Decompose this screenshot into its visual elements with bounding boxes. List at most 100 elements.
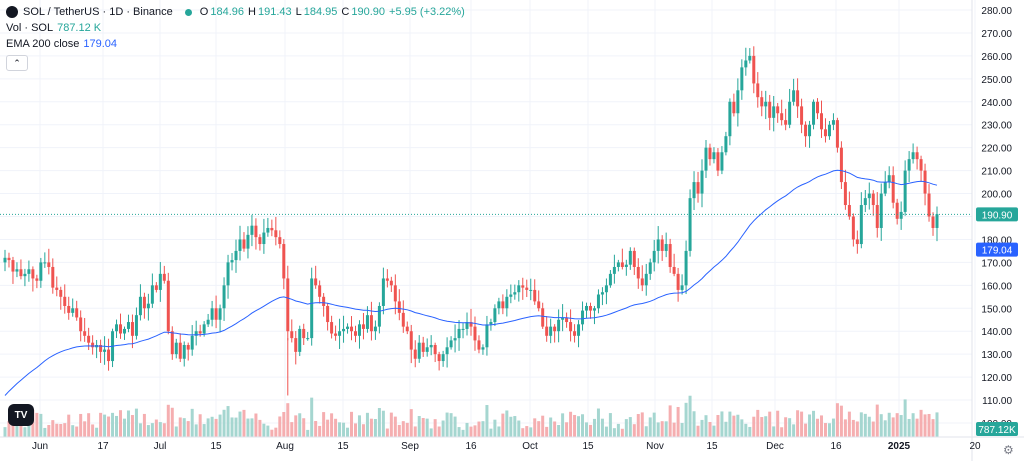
candle-body (202, 324, 206, 334)
candle-body (338, 331, 342, 336)
candle-body (230, 260, 234, 263)
candle-body (3, 257, 7, 263)
candle-body (258, 237, 262, 245)
candle-body (166, 280, 170, 332)
volume-bar (389, 412, 393, 437)
candle-body (780, 113, 784, 121)
volume-value: 787.12 K (57, 22, 102, 34)
candle-body (198, 331, 202, 334)
solana-logo-icon (6, 6, 18, 18)
volume-bar (772, 426, 776, 437)
candle-body (887, 175, 891, 183)
volume-bar (210, 416, 214, 437)
gear-icon[interactable]: ⚙ (1003, 443, 1014, 457)
candle-body (437, 354, 441, 362)
candle-body (569, 322, 573, 332)
volume-row[interactable]: Vol · SOL 787.12 K (6, 20, 469, 36)
volume-bar (95, 427, 99, 437)
volume-bar (716, 415, 720, 437)
volume-bar (47, 425, 51, 437)
volume-bar (357, 415, 361, 437)
candle-body (732, 101, 736, 114)
candle-body (768, 101, 772, 118)
low-label: L (295, 6, 302, 18)
candle-body (644, 273, 648, 286)
candle-body (469, 322, 473, 327)
candle-body (728, 101, 732, 137)
volume-bar (119, 410, 123, 437)
candle-body (489, 322, 493, 325)
volume-bar (668, 405, 672, 437)
candle-body (505, 296, 509, 309)
candle-body (600, 292, 604, 295)
ema-line (4, 169, 938, 396)
volume-bar (67, 414, 71, 437)
candle-body (218, 308, 222, 320)
candle-body (712, 152, 716, 160)
candle-body (314, 278, 318, 286)
volume-bar (154, 419, 158, 437)
candle-body (242, 239, 246, 249)
x-tick-label: 15 (582, 441, 594, 452)
candle-body (875, 205, 879, 228)
candle-body (497, 301, 501, 309)
volume-bar (493, 419, 497, 437)
volume-bar (194, 424, 198, 437)
volume-bar (318, 425, 322, 437)
candle-body (465, 322, 469, 329)
candle-body (521, 285, 525, 288)
collapse-legend-button[interactable]: ⌃ (6, 55, 28, 71)
x-tick-label: 16 (465, 441, 477, 452)
ema-row[interactable]: EMA 200 close 179.04 (6, 36, 469, 52)
candle-body (266, 227, 270, 233)
candle-body (119, 324, 123, 334)
volume-bar (270, 429, 274, 437)
candle-body (804, 124, 808, 137)
candle-body (764, 101, 768, 107)
volume-bar (923, 414, 927, 437)
candle-body (282, 244, 286, 279)
volume-bar (441, 420, 445, 437)
candle-body (891, 175, 895, 203)
volume-bar (282, 412, 286, 437)
candle-body (146, 303, 150, 309)
open-value: 184.96 (210, 6, 245, 18)
candle-body (369, 315, 373, 332)
candle-body (620, 262, 624, 267)
tradingview-logo[interactable]: TV (8, 404, 34, 426)
candle-body (322, 296, 326, 306)
candle-body (720, 152, 724, 171)
candle-body (827, 124, 831, 137)
ema-value: 179.04 (83, 38, 118, 50)
candle-body (445, 347, 449, 355)
volume-bar (107, 416, 111, 437)
volume-bar (19, 419, 23, 437)
candle-body (350, 326, 354, 332)
volume-bar (628, 417, 632, 437)
volume-bar (306, 429, 310, 437)
ema-label: EMA 200 close (6, 38, 80, 50)
volume-bar (385, 428, 389, 437)
volume-bar (481, 421, 485, 437)
volume-bar (103, 414, 107, 437)
candle-body (47, 262, 51, 267)
candle-body (361, 324, 365, 329)
volume-bar (732, 415, 736, 437)
candle-body (740, 67, 744, 91)
candle-body (294, 338, 298, 352)
candle-body (676, 273, 680, 290)
volume-bar (816, 418, 820, 437)
volume-bar (596, 408, 600, 437)
volume-bar (369, 418, 373, 437)
volume-bar (23, 427, 27, 437)
volume-bar (170, 407, 174, 437)
volume-bar (393, 416, 397, 437)
volume-bar (298, 413, 302, 437)
candle-body (708, 147, 712, 160)
volume-bar (433, 419, 437, 437)
candle-body (604, 285, 608, 293)
volume-bar (43, 427, 47, 437)
volume-bar (346, 427, 350, 437)
high-value: 191.43 (257, 6, 292, 18)
